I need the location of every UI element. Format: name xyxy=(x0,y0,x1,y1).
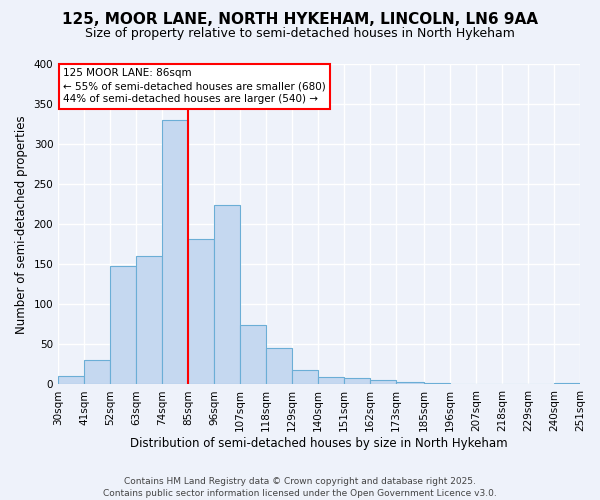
Bar xyxy=(188,238,214,384)
Bar xyxy=(554,383,580,384)
Bar xyxy=(344,378,370,384)
Text: 125 MOOR LANE: 86sqm
← 55% of semi-detached houses are smaller (680)
44% of semi: 125 MOOR LANE: 86sqm ← 55% of semi-detac… xyxy=(63,68,326,104)
Bar xyxy=(84,360,110,384)
Bar xyxy=(292,370,318,384)
Bar xyxy=(136,256,162,384)
Bar xyxy=(318,377,344,384)
Text: Size of property relative to semi-detached houses in North Hykeham: Size of property relative to semi-detach… xyxy=(85,28,515,40)
Bar xyxy=(266,348,292,384)
Text: Contains HM Land Registry data © Crown copyright and database right 2025.
Contai: Contains HM Land Registry data © Crown c… xyxy=(103,476,497,498)
Bar xyxy=(162,120,188,384)
Y-axis label: Number of semi-detached properties: Number of semi-detached properties xyxy=(15,115,28,334)
Bar xyxy=(214,205,240,384)
Bar xyxy=(396,382,424,384)
X-axis label: Distribution of semi-detached houses by size in North Hykeham: Distribution of semi-detached houses by … xyxy=(130,437,508,450)
Bar xyxy=(240,325,266,384)
Bar xyxy=(58,376,84,384)
Bar xyxy=(370,380,396,384)
Text: 125, MOOR LANE, NORTH HYKEHAM, LINCOLN, LN6 9AA: 125, MOOR LANE, NORTH HYKEHAM, LINCOLN, … xyxy=(62,12,538,28)
Bar xyxy=(424,383,450,384)
Bar xyxy=(110,266,136,384)
